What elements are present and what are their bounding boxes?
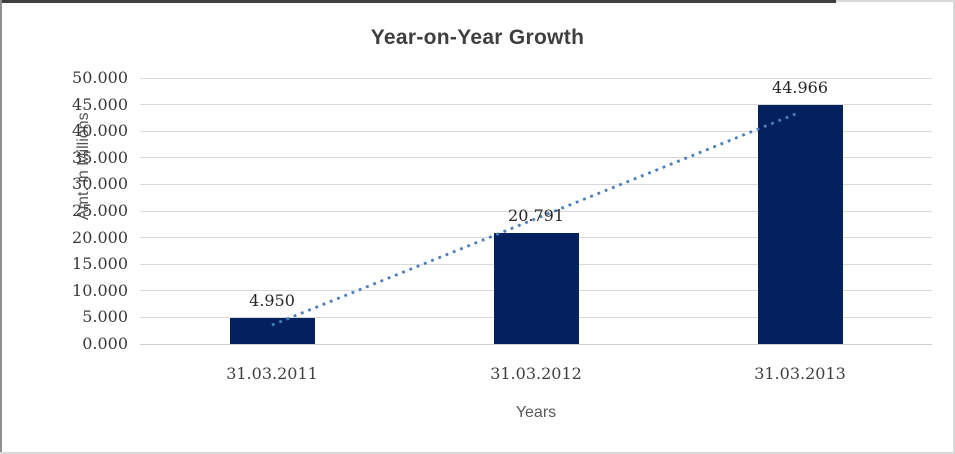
frame-border-top-dark <box>0 0 836 3</box>
bar <box>493 233 579 344</box>
y-tick-label: 10.000 <box>72 280 128 300</box>
gridline <box>140 157 932 159</box>
y-tick-label: 35.000 <box>72 147 128 167</box>
y-tick-label: 20.000 <box>72 227 128 247</box>
frame-border-right <box>953 0 955 454</box>
x-category-label: 31.03.2011 <box>226 364 318 383</box>
plot-area: 4.950 20.791 44.966 <box>140 77 932 345</box>
frame-border-left <box>0 0 2 454</box>
gridline <box>140 104 932 106</box>
gridline <box>140 210 932 212</box>
y-tick-label: 0.000 <box>82 334 128 353</box>
bar-data-label: 4.950 <box>249 290 295 310</box>
x-category-label: 31.03.2013 <box>754 364 846 383</box>
y-tick-label: 15.000 <box>72 254 128 274</box>
gridline <box>140 130 932 132</box>
bar-data-label: 44.966 <box>772 77 828 97</box>
frame-border-bottom <box>0 452 955 454</box>
y-tick-label: 45.000 <box>72 94 128 114</box>
chart-title: Year-on-Year Growth <box>370 26 585 49</box>
x-category-label: 31.03.2012 <box>490 364 582 383</box>
y-tick-label: 30.000 <box>72 174 128 194</box>
trendline-path <box>271 110 801 327</box>
x-axis-line <box>140 343 932 345</box>
y-tick-label: 25.000 <box>72 201 128 220</box>
bar-data-label: 20.791 <box>508 206 564 226</box>
gridline <box>140 183 932 185</box>
y-tick-label: 5.000 <box>82 307 128 327</box>
x-axis-title: Years <box>515 404 557 421</box>
y-tick-label: 40.000 <box>72 121 128 141</box>
gridline <box>140 77 932 79</box>
bar <box>757 104 843 344</box>
y-tick-label: 50.000 <box>72 68 128 87</box>
bar-series <box>140 78 932 344</box>
trendline <box>271 110 801 327</box>
bar <box>229 317 315 344</box>
